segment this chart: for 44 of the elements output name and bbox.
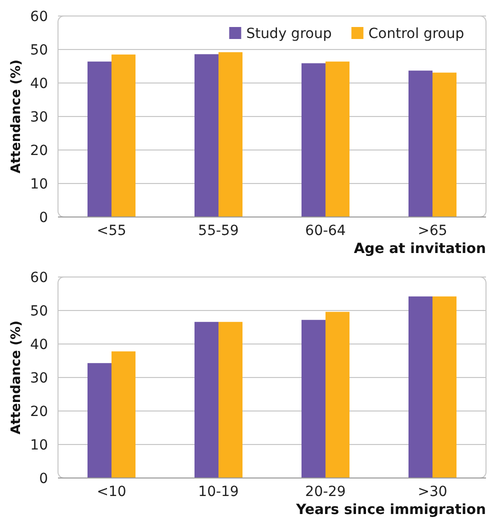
legend-label: Study group — [246, 26, 332, 42]
bar — [112, 351, 136, 478]
y-tick-label: 50 — [30, 42, 48, 58]
bar — [194, 54, 218, 217]
bar — [88, 62, 112, 217]
y-tick-label: 60 — [30, 8, 48, 25]
y-tick-label: 0 — [39, 210, 48, 226]
y-tick-label: 60 — [30, 270, 48, 286]
y-tick-label: 40 — [30, 336, 48, 353]
bar — [88, 363, 112, 478]
bar — [408, 296, 432, 478]
x-axis-title: Age at invitation — [354, 241, 486, 257]
y-tick-label: 30 — [30, 109, 48, 126]
y-axis-title: Attendance (%) — [9, 60, 24, 174]
y-tick-label: 10 — [30, 437, 48, 454]
y-tick-label: 30 — [30, 370, 48, 386]
y-tick-label: 20 — [30, 404, 48, 420]
y-tick-label: 50 — [30, 303, 48, 320]
legend-label: Control group — [368, 26, 464, 42]
x-tick-label: <10 — [96, 484, 126, 500]
bar — [302, 320, 326, 478]
bar — [302, 63, 326, 217]
y-tick-label: 10 — [30, 176, 48, 192]
bar — [326, 62, 350, 217]
x-tick-label: >65 — [418, 223, 448, 239]
bar — [432, 296, 456, 478]
bar — [112, 54, 136, 217]
x-tick-label: >30 — [418, 484, 448, 500]
y-tick-label: 40 — [30, 76, 48, 92]
bar — [194, 322, 218, 478]
bar — [326, 312, 350, 478]
y-axis-title: Attendance (%) — [9, 320, 24, 434]
x-tick-label: 55-59 — [198, 223, 239, 239]
x-tick-label: 10-19 — [198, 484, 239, 500]
bar — [432, 72, 456, 217]
x-tick-label: 60-64 — [305, 223, 346, 239]
y-tick-label: 20 — [30, 142, 48, 159]
x-tick-label: 20-29 — [305, 484, 346, 500]
bar — [218, 52, 242, 217]
x-tick-label: <55 — [96, 223, 126, 239]
bar — [218, 322, 242, 478]
x-axis-title: Years since immigration — [295, 502, 486, 518]
bar — [408, 70, 432, 217]
y-tick-label: 0 — [39, 470, 48, 487]
